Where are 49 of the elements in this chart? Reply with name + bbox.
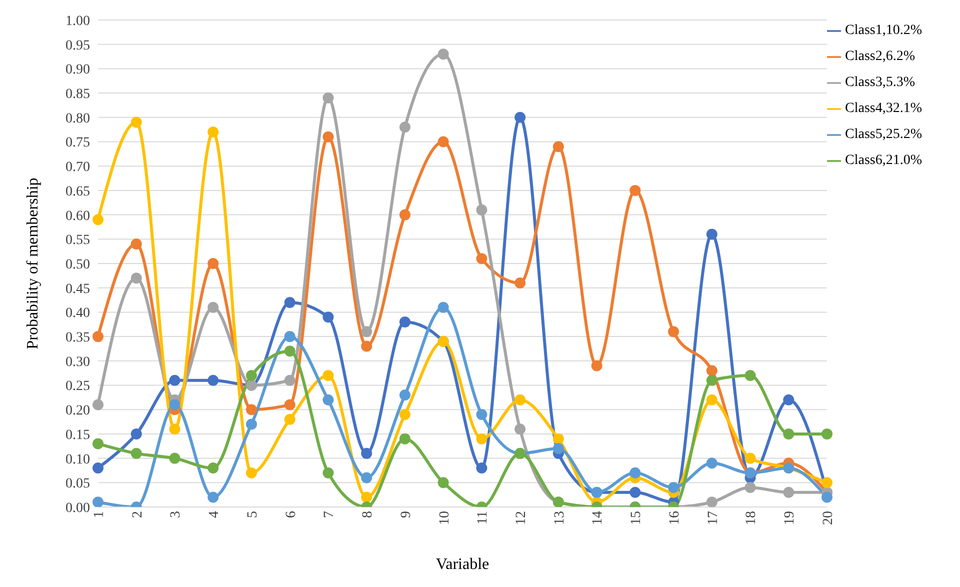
y-tick-label: 0.75 [66, 136, 90, 151]
y-axis-title: Probability of membership [24, 178, 42, 350]
x-axis-title: Variable [436, 556, 490, 573]
y-tick-label: 0.90 [66, 62, 90, 78]
x-tick-label: 9 [398, 511, 414, 518]
y-tick-label: 0.20 [66, 404, 90, 419]
x-tick-label: 19 [782, 511, 798, 525]
x-tick-label: 1 [92, 511, 107, 518]
y-tick-label: 0.40 [66, 306, 90, 322]
x-tick-label: 15 [629, 511, 644, 525]
x-tick-label: 11 [476, 511, 491, 524]
x-tick-label: 17 [706, 511, 721, 525]
legend-label: Class2,6.2% [845, 49, 915, 64]
x-tick-label: 10 [437, 511, 452, 525]
x-tick-label: 5 [245, 511, 260, 518]
x-tick-label: 4 [207, 511, 222, 518]
legend-label: Class1,10.2% [845, 23, 922, 38]
y-tick-label: 0.35 [66, 330, 90, 346]
y-tick-label: 0.05 [66, 476, 90, 492]
y-tick-label: 0.50 [66, 257, 90, 272]
y-tick-label: 0.45 [66, 282, 90, 297]
legend-label: Class6,21.0% [845, 153, 922, 168]
x-tick-label: 2 [130, 511, 146, 518]
x-tick-label: 6 [284, 511, 299, 518]
y-tick-label: 0.55 [66, 233, 90, 248]
y-tick-label: 0.30 [66, 354, 90, 370]
x-tick-label: 14 [590, 511, 606, 525]
y-tick-label: 0.60 [66, 208, 90, 224]
x-tick-label: 13 [552, 511, 568, 525]
x-tick-label: 7 [322, 511, 338, 518]
y-tick-label: 0.10 [66, 452, 90, 468]
y-tick-label: 0.15 [66, 428, 90, 443]
y-tick-label: 0.25 [66, 379, 90, 394]
legend-label: Class4,32.1% [845, 101, 922, 116]
x-tick-label: 18 [744, 511, 760, 525]
x-tick-label: 16 [667, 511, 682, 525]
y-tick-label: 0.70 [66, 160, 90, 176]
x-tick-label: 12 [514, 511, 529, 525]
legend-label: Class5,25.2% [845, 127, 922, 142]
y-tick-label: 1.00 [66, 14, 90, 29]
y-tick-label: 0.80 [66, 111, 90, 126]
x-tick-label: 20 [820, 511, 836, 525]
y-tick-label: 0.95 [66, 38, 90, 54]
legend-label: Class3,5.3% [845, 75, 915, 90]
x-tick-label: 8 [360, 511, 376, 518]
y-tick-label: 0.65 [66, 184, 90, 200]
y-tick-label: 0.85 [66, 87, 90, 102]
y-tick-label: 0.00 [66, 500, 90, 516]
x-tick-label: 3 [168, 511, 184, 518]
